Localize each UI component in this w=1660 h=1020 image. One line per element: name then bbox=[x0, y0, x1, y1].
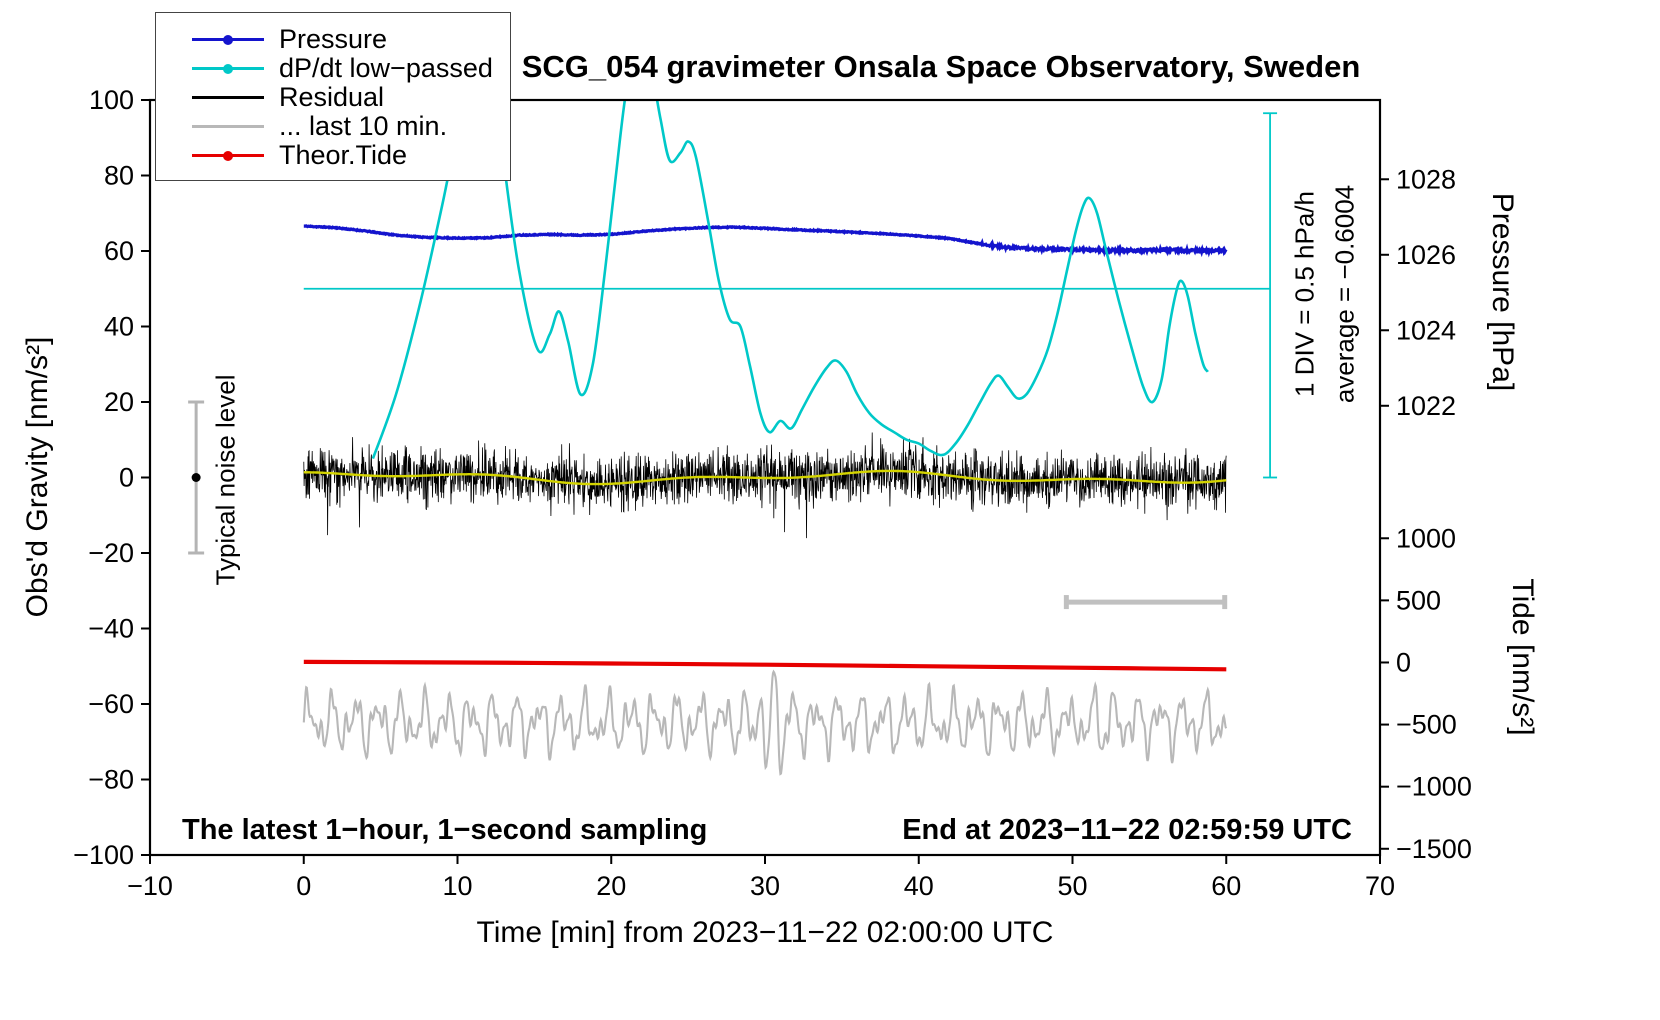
div-scale-note: 1 DIV = 0.5 hPa/h bbox=[1289, 191, 1320, 397]
legend-item: Theor.Tide bbox=[192, 140, 500, 170]
legend-item: ... last 10 min. bbox=[192, 111, 500, 141]
legend-item-label: ... last 10 min. bbox=[279, 111, 448, 141]
tide-tick-label: 0 bbox=[1396, 647, 1411, 677]
legend-swatch-icon bbox=[192, 34, 264, 46]
x-tick-label: 60 bbox=[1211, 871, 1241, 901]
plot-series-area bbox=[302, 100, 1278, 776]
y-axis-label-pressure: Pressure [hPa] bbox=[1486, 192, 1519, 392]
legend-swatch-icon bbox=[192, 92, 264, 104]
residual-series bbox=[303, 432, 1227, 539]
pressure-tick-label: 1026 bbox=[1396, 240, 1456, 270]
x-tick-label: 70 bbox=[1365, 871, 1395, 901]
pressure-tick-label: 1028 bbox=[1396, 164, 1456, 194]
x-tick-label: 40 bbox=[904, 871, 934, 901]
pressure-series bbox=[303, 224, 1228, 258]
y-tick-label: 40 bbox=[104, 312, 134, 342]
legend-swatch-icon bbox=[192, 121, 264, 133]
y-tick-label: 100 bbox=[89, 85, 134, 115]
legend-swatch-icon bbox=[192, 150, 264, 162]
legend-item-label: Pressure bbox=[279, 24, 388, 54]
tide-tick-label: 500 bbox=[1396, 585, 1441, 615]
tide-tick-label: −1500 bbox=[1396, 834, 1472, 864]
x-tick-label: 10 bbox=[442, 871, 472, 901]
noise-errorbar-dot bbox=[191, 473, 201, 482]
legend-item-label: Theor.Tide bbox=[279, 140, 408, 170]
legend: Pressure dP/dt low−passed Residual... last… bbox=[155, 12, 511, 181]
x-axis-label: Time [min] from 2023−11−22 02:00:00 UTC bbox=[476, 916, 1054, 949]
sampling-footnote: The latest 1−hour, 1−second sampling bbox=[182, 814, 708, 846]
x-tick-label: −10 bbox=[127, 871, 173, 901]
pressure-tick-label: 1024 bbox=[1396, 315, 1456, 345]
y-tick-label: 20 bbox=[104, 387, 134, 417]
x-tick-label: 20 bbox=[596, 871, 626, 901]
pressure-tick-label: 1022 bbox=[1396, 391, 1456, 421]
legend-item: dP/dt low−passed bbox=[192, 53, 500, 83]
y-tick-label: 60 bbox=[104, 236, 134, 266]
last10min-series bbox=[302, 669, 1228, 776]
theor-tide-series bbox=[303, 659, 1227, 672]
y-tick-label: −20 bbox=[88, 538, 134, 568]
dpdt-series bbox=[371, 100, 1209, 460]
legend-item: Residual bbox=[192, 82, 500, 112]
y-tick-label: −80 bbox=[88, 765, 134, 795]
tide-tick-label: −1000 bbox=[1396, 772, 1472, 802]
x-tick-label: 0 bbox=[296, 871, 311, 901]
noise-level-label: Typical noise level bbox=[210, 374, 241, 586]
y-tick-label: −100 bbox=[73, 840, 134, 870]
residual-lowpass-series bbox=[303, 469, 1227, 486]
y-axis-label-gravity: Obs'd Gravity [nm/s²] bbox=[21, 336, 54, 618]
page-title: SCG_054 gravimeter Onsala Space Observat… bbox=[521, 49, 1361, 84]
x-tick-label: 30 bbox=[750, 871, 780, 901]
y-tick-label: −60 bbox=[88, 689, 134, 719]
tide-tick-label: 1000 bbox=[1396, 523, 1456, 553]
average-note: average = −0.6004 bbox=[1329, 184, 1360, 404]
end-time-footnote: End at 2023−11−22 02:59:59 UTC bbox=[902, 814, 1352, 846]
legend-swatch-icon bbox=[192, 63, 264, 75]
y-tick-label: −40 bbox=[88, 614, 134, 644]
legend-item-label: Residual bbox=[279, 82, 385, 112]
tide-tick-label: −500 bbox=[1396, 710, 1457, 740]
legend-item: Pressure bbox=[192, 24, 500, 54]
y-tick-label: 80 bbox=[104, 161, 134, 191]
legend-item-label: dP/dt low−passed bbox=[279, 53, 493, 83]
y-axis-label-tide: Tide [nm/s²] bbox=[1506, 578, 1539, 736]
x-tick-label: 50 bbox=[1057, 871, 1087, 901]
y-tick-label: 0 bbox=[119, 463, 134, 493]
